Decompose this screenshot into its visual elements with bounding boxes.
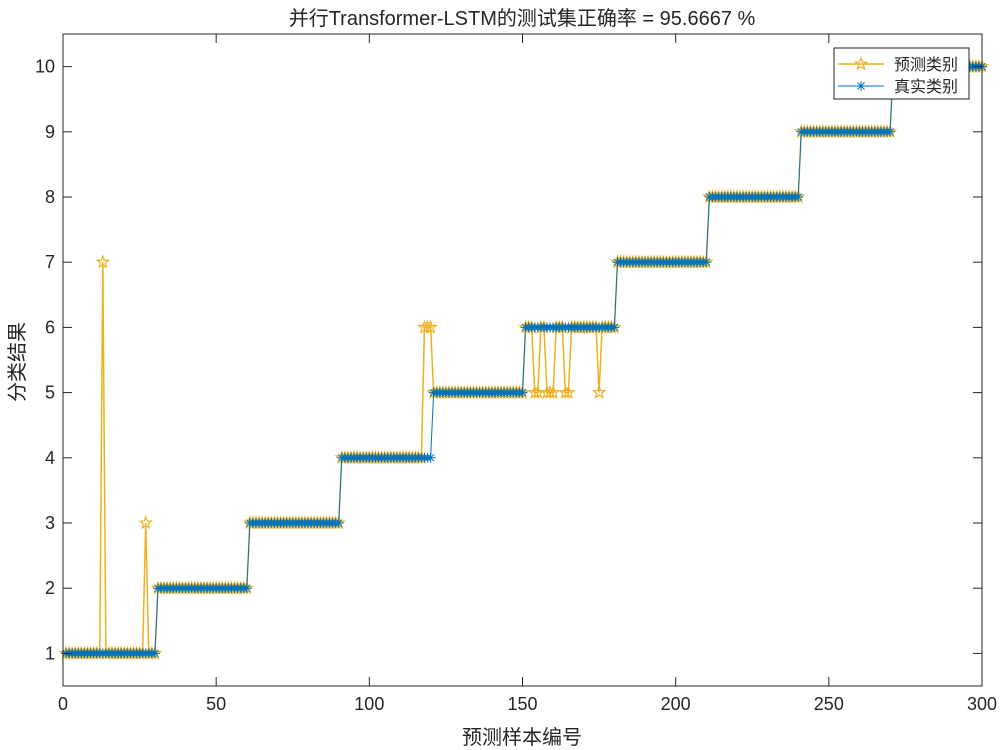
y-tick-label: 2 xyxy=(45,578,55,598)
legend-marker-true xyxy=(856,81,866,91)
y-axis-label: 分类结果 xyxy=(6,322,29,402)
y-tick-label: 9 xyxy=(45,122,55,142)
x-tick-label: 200 xyxy=(661,694,691,714)
y-tick-label: 3 xyxy=(45,513,55,533)
y-tick-label: 6 xyxy=(45,317,55,337)
x-tick-label: 0 xyxy=(58,694,68,714)
y-tick-label: 10 xyxy=(35,57,55,77)
y-tick-label: 8 xyxy=(45,187,55,207)
legend-label-predicted: 预测类别 xyxy=(894,56,958,74)
x-tick-label: 250 xyxy=(814,694,844,714)
x-tick-label: 150 xyxy=(507,694,537,714)
predicted-point xyxy=(561,384,576,399)
x-tick-label: 100 xyxy=(354,694,384,714)
legend-box xyxy=(833,47,970,100)
x-tick-label: 50 xyxy=(206,694,226,714)
true-series-line xyxy=(66,66,982,654)
x-axis-label: 预测样本编号 xyxy=(462,726,582,749)
y-tick-label: 5 xyxy=(45,383,55,403)
legend: 预测类别 真实类别 xyxy=(833,47,970,100)
y-tick-label: 1 xyxy=(45,643,55,663)
x-tick-label: 300 xyxy=(967,694,997,714)
y-tick-label: 7 xyxy=(45,252,55,272)
plot-area xyxy=(63,34,982,686)
predicted-point xyxy=(591,384,607,399)
chart-title: 并行Transformer-LSTM的测试集正确率 = 95.6667 % xyxy=(289,7,756,30)
legend-marker-predicted xyxy=(853,56,869,71)
y-tick-label: 4 xyxy=(45,448,55,468)
predicted-point xyxy=(545,384,561,399)
y-axis-ticks: 1 2 3 4 5 6 7 8 9 10 xyxy=(35,57,982,663)
x-axis-ticks: 0 50 100 150 200 250 300 xyxy=(58,34,997,714)
legend-asterisk-icon xyxy=(856,81,866,91)
legend-star-icon xyxy=(853,56,869,71)
legend-label-true: 真实类别 xyxy=(894,78,958,96)
